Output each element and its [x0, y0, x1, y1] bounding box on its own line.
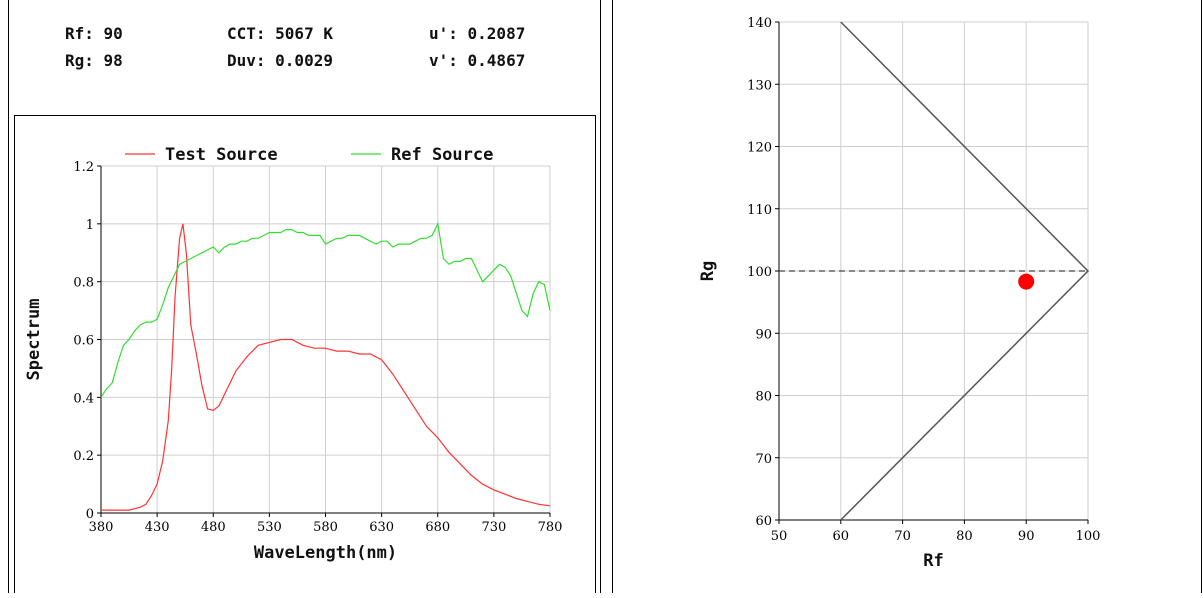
x-axis-title: Rf — [923, 551, 943, 571]
fidelity-gamut-panel: 50 60 70 80 90 100 60 70 80 90 100 110 120 130 140 Rf Rg — [612, 0, 1202, 593]
y-tick-label: 110 — [747, 203, 772, 218]
color-metrics: Rf: 90 Rg: 98 CCT: 5067 K Duv: 0.0029 u'… — [9, 0, 600, 110]
y-tick-label: 100 — [747, 265, 772, 280]
y-tick-label: 0.6 — [73, 334, 94, 349]
rg-value: Rg: 98 — [65, 51, 123, 70]
x-tick-label: 480 — [201, 520, 226, 535]
x-tick-label: 50 — [771, 529, 788, 544]
y-tick-label: 140 — [747, 16, 772, 31]
spectrum-chart: 380 430 480 530 580 630 680 730 780 0 0.2 0.4 0.6 0.8… — [24, 145, 563, 563]
series-line-test-source — [101, 223, 551, 511]
data-point — [1018, 273, 1035, 290]
rf-value: Rf: 90 — [65, 24, 123, 43]
x-tick-label: 80 — [956, 529, 973, 544]
legend-label: Test Source — [165, 145, 278, 165]
x-tick-label: 730 — [481, 520, 506, 535]
y-tick-label: 0.2 — [73, 449, 94, 464]
v-prime-value: v': 0.4867 — [429, 51, 526, 70]
x-tick-label: 430 — [145, 520, 170, 535]
spectrum-panel: Rf: 90 Rg: 98 CCT: 5067 K Duv: 0.0029 u'… — [8, 0, 601, 593]
u-prime-value: u': 0.2087 — [429, 24, 526, 43]
series-line-ref-source — [100, 221, 551, 398]
y-tick-label: 0.8 — [73, 276, 94, 291]
y-tick-label: 1 — [86, 218, 94, 233]
y-tick-label: 0 — [86, 507, 94, 522]
y-tick-label: 130 — [747, 78, 772, 93]
x-tick-label: 780 — [538, 520, 563, 535]
y-tick-label: 60 — [755, 514, 772, 529]
x-tick-label: 380 — [89, 520, 114, 535]
cct-value: CCT: 5067 K — [227, 24, 333, 43]
spectrum-chart-frame: 380 430 480 530 580 630 680 730 780 0 0.2 0.4 0.6 0.8… — [14, 115, 596, 593]
x-tick-label: 680 — [425, 520, 450, 535]
y-tick-label: 90 — [755, 327, 772, 342]
duv-value: Duv: 0.0029 — [227, 51, 333, 70]
y-axis-title: Rg — [698, 261, 718, 281]
x-tick-label: 70 — [894, 529, 911, 544]
y-tick-label: 120 — [747, 141, 772, 156]
x-tick-label: 630 — [369, 520, 394, 535]
x-tick-label: 580 — [313, 520, 338, 535]
y-tick-label: 80 — [755, 390, 772, 405]
x-tick-label: 60 — [833, 529, 850, 544]
y-tick-label: 0.4 — [73, 391, 94, 406]
x-axis-title: WaveLength(nm) — [254, 543, 397, 563]
gamut-boundary — [840, 21, 1090, 521]
x-tick-label: 90 — [1018, 529, 1035, 544]
legend-label: Ref Source — [391, 145, 493, 165]
x-tick-label: 100 — [1076, 529, 1101, 544]
x-tick-label: 530 — [257, 520, 282, 535]
y-tick-label: 1.2 — [73, 160, 94, 175]
y-tick-label: 70 — [755, 452, 772, 467]
y-axis-title: Spectrum — [24, 299, 44, 381]
